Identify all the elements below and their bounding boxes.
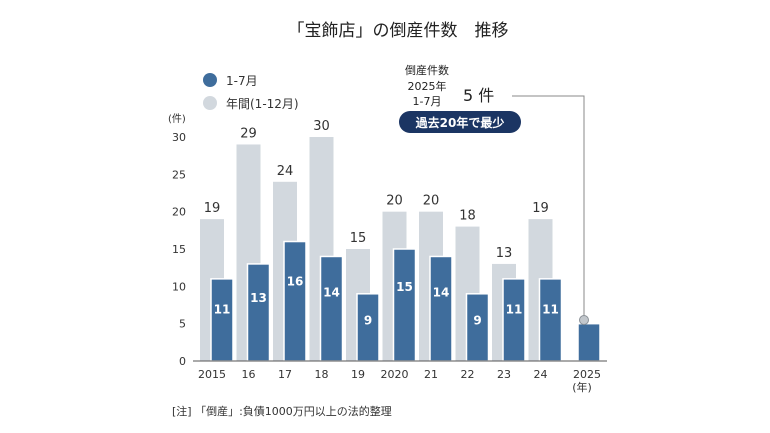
- bar-jan-jul: [538, 278, 563, 362]
- annotation-badge: [399, 111, 521, 133]
- data-label-annual: 30: [313, 119, 330, 134]
- data-label-annual: 29: [240, 126, 257, 141]
- y-tick-label: 10: [172, 280, 186, 293]
- x-tick-label: 24: [534, 368, 548, 381]
- data-label-jan-jul: 16: [287, 274, 304, 288]
- legend-marker-jan-jul: [203, 73, 217, 87]
- data-label-jan-jul: 9: [473, 314, 481, 328]
- bar-jan-jul: [319, 255, 344, 362]
- legend-label-annual: 年間(1-12月): [226, 97, 299, 111]
- y-tick-label: 0: [179, 355, 186, 368]
- annotation-marker: [579, 315, 589, 325]
- x-axis-unit: (年): [572, 380, 592, 394]
- data-label-jan-jul: 11: [214, 302, 231, 316]
- bar-jan-jul: [210, 278, 234, 362]
- y-tick-label: 20: [172, 206, 186, 219]
- bar-jan-jul: [283, 240, 307, 362]
- y-tick-label: 5: [179, 318, 186, 331]
- annotation-line1: 倒産件数: [405, 64, 449, 77]
- legend-label-jan-jul: 1-7月: [226, 74, 258, 88]
- data-label-annual: 18: [459, 209, 476, 224]
- bar-jan-jul: [502, 278, 526, 362]
- y-tick-label: 25: [172, 168, 186, 181]
- x-tick-label: 19: [351, 368, 365, 381]
- x-tick-label: 18: [315, 368, 329, 381]
- data-label-annual: 20: [423, 194, 440, 209]
- annotation-line3: 1-7月: [413, 95, 442, 108]
- bar-jan-jul: [577, 322, 601, 362]
- x-tick-label: 2015: [198, 368, 226, 381]
- data-label-annual: 13: [496, 246, 513, 261]
- data-label-annual: 15: [350, 231, 367, 246]
- x-tick-label: 16: [242, 368, 256, 381]
- data-label-annual: 19: [532, 201, 549, 216]
- x-tick-label: 22: [461, 368, 475, 381]
- annotation-line2: 2025年: [408, 79, 447, 93]
- legend: 1-7月 年間(1-12月): [203, 73, 299, 111]
- y-axis-unit: (件): [168, 113, 186, 125]
- x-tick-label: 2025: [573, 368, 601, 381]
- data-label-annual: 24: [277, 164, 294, 179]
- x-axis: 2015 16 17 18 19 2020 21 22 23 24 2025: [198, 368, 601, 381]
- annotation-badge-text: 過去20年で最少: [415, 115, 505, 130]
- y-axis: 0 5 10 15 20 25 30: [172, 131, 186, 368]
- legend-marker-annual: [203, 96, 217, 110]
- data-label-jan-jul: 13: [250, 291, 267, 305]
- chart-title: 「宝飾店」の倒産件数 推移: [288, 21, 509, 41]
- data-label-jan-jul: 11: [542, 302, 559, 316]
- bar-jan-jul: [392, 248, 417, 362]
- data-label-jan-jul: 9: [364, 314, 372, 328]
- x-tick-label: 23: [497, 368, 511, 381]
- y-tick-label: 30: [172, 131, 186, 144]
- bars: 19 11 29 13 24 16 30 14 15 9 20 15 20 14 18 9 13 11 19 11: [200, 119, 601, 362]
- data-label-jan-jul: 15: [396, 280, 413, 294]
- x-tick-label: 2020: [381, 368, 409, 381]
- data-label-annual: 20: [386, 194, 403, 209]
- data-label-annual: 19: [204, 201, 221, 216]
- x-tick-label: 17: [278, 368, 292, 381]
- footnote: [注] 「倒産」:負債1000万円以上の法的整理: [172, 405, 392, 418]
- data-label-jan-jul: 14: [433, 286, 450, 300]
- data-label-jan-jul: 11: [506, 302, 523, 316]
- bar-jan-jul: [429, 255, 453, 362]
- annotation: 倒産件数 2025年 1-7月 5 件 過去20年で最少: [399, 64, 589, 325]
- bar-jan-jul: [246, 263, 271, 362]
- annotation-value: 5 件: [463, 86, 494, 105]
- y-tick-label: 15: [172, 243, 186, 256]
- data-label-jan-jul: 14: [323, 286, 340, 300]
- annotation-leader-line: [512, 95, 585, 318]
- x-tick-label: 21: [424, 368, 438, 381]
